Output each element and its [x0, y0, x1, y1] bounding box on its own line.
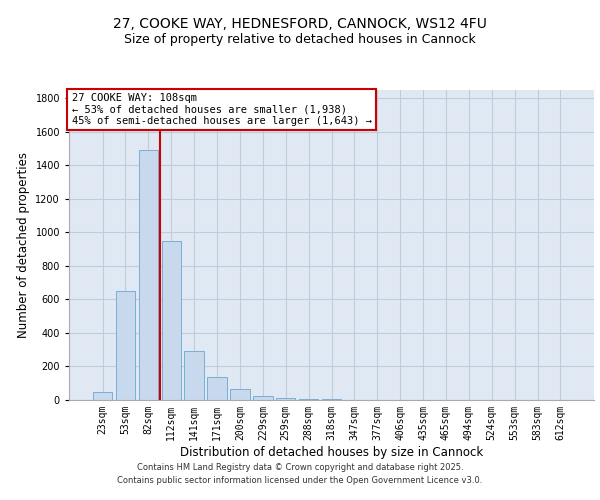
Text: Contains public sector information licensed under the Open Government Licence v3: Contains public sector information licen… — [118, 476, 482, 485]
Bar — [276, 398, 295, 400]
Text: Size of property relative to detached houses in Cannock: Size of property relative to detached ho… — [124, 32, 476, 46]
Bar — [139, 150, 158, 400]
Bar — [161, 241, 181, 400]
Bar — [208, 378, 227, 400]
Y-axis label: Number of detached properties: Number of detached properties — [17, 152, 30, 338]
Bar — [299, 399, 319, 400]
Text: 27 COOKE WAY: 108sqm
← 53% of detached houses are smaller (1,938)
45% of semi-de: 27 COOKE WAY: 108sqm ← 53% of detached h… — [71, 93, 371, 126]
Bar — [116, 291, 135, 400]
X-axis label: Distribution of detached houses by size in Cannock: Distribution of detached houses by size … — [180, 446, 483, 458]
Text: Contains HM Land Registry data © Crown copyright and database right 2025.: Contains HM Land Registry data © Crown c… — [137, 464, 463, 472]
Bar — [230, 389, 250, 400]
Bar — [253, 396, 272, 400]
Bar — [93, 392, 112, 400]
Text: 27, COOKE WAY, HEDNESFORD, CANNOCK, WS12 4FU: 27, COOKE WAY, HEDNESFORD, CANNOCK, WS12… — [113, 18, 487, 32]
Bar — [184, 352, 204, 400]
